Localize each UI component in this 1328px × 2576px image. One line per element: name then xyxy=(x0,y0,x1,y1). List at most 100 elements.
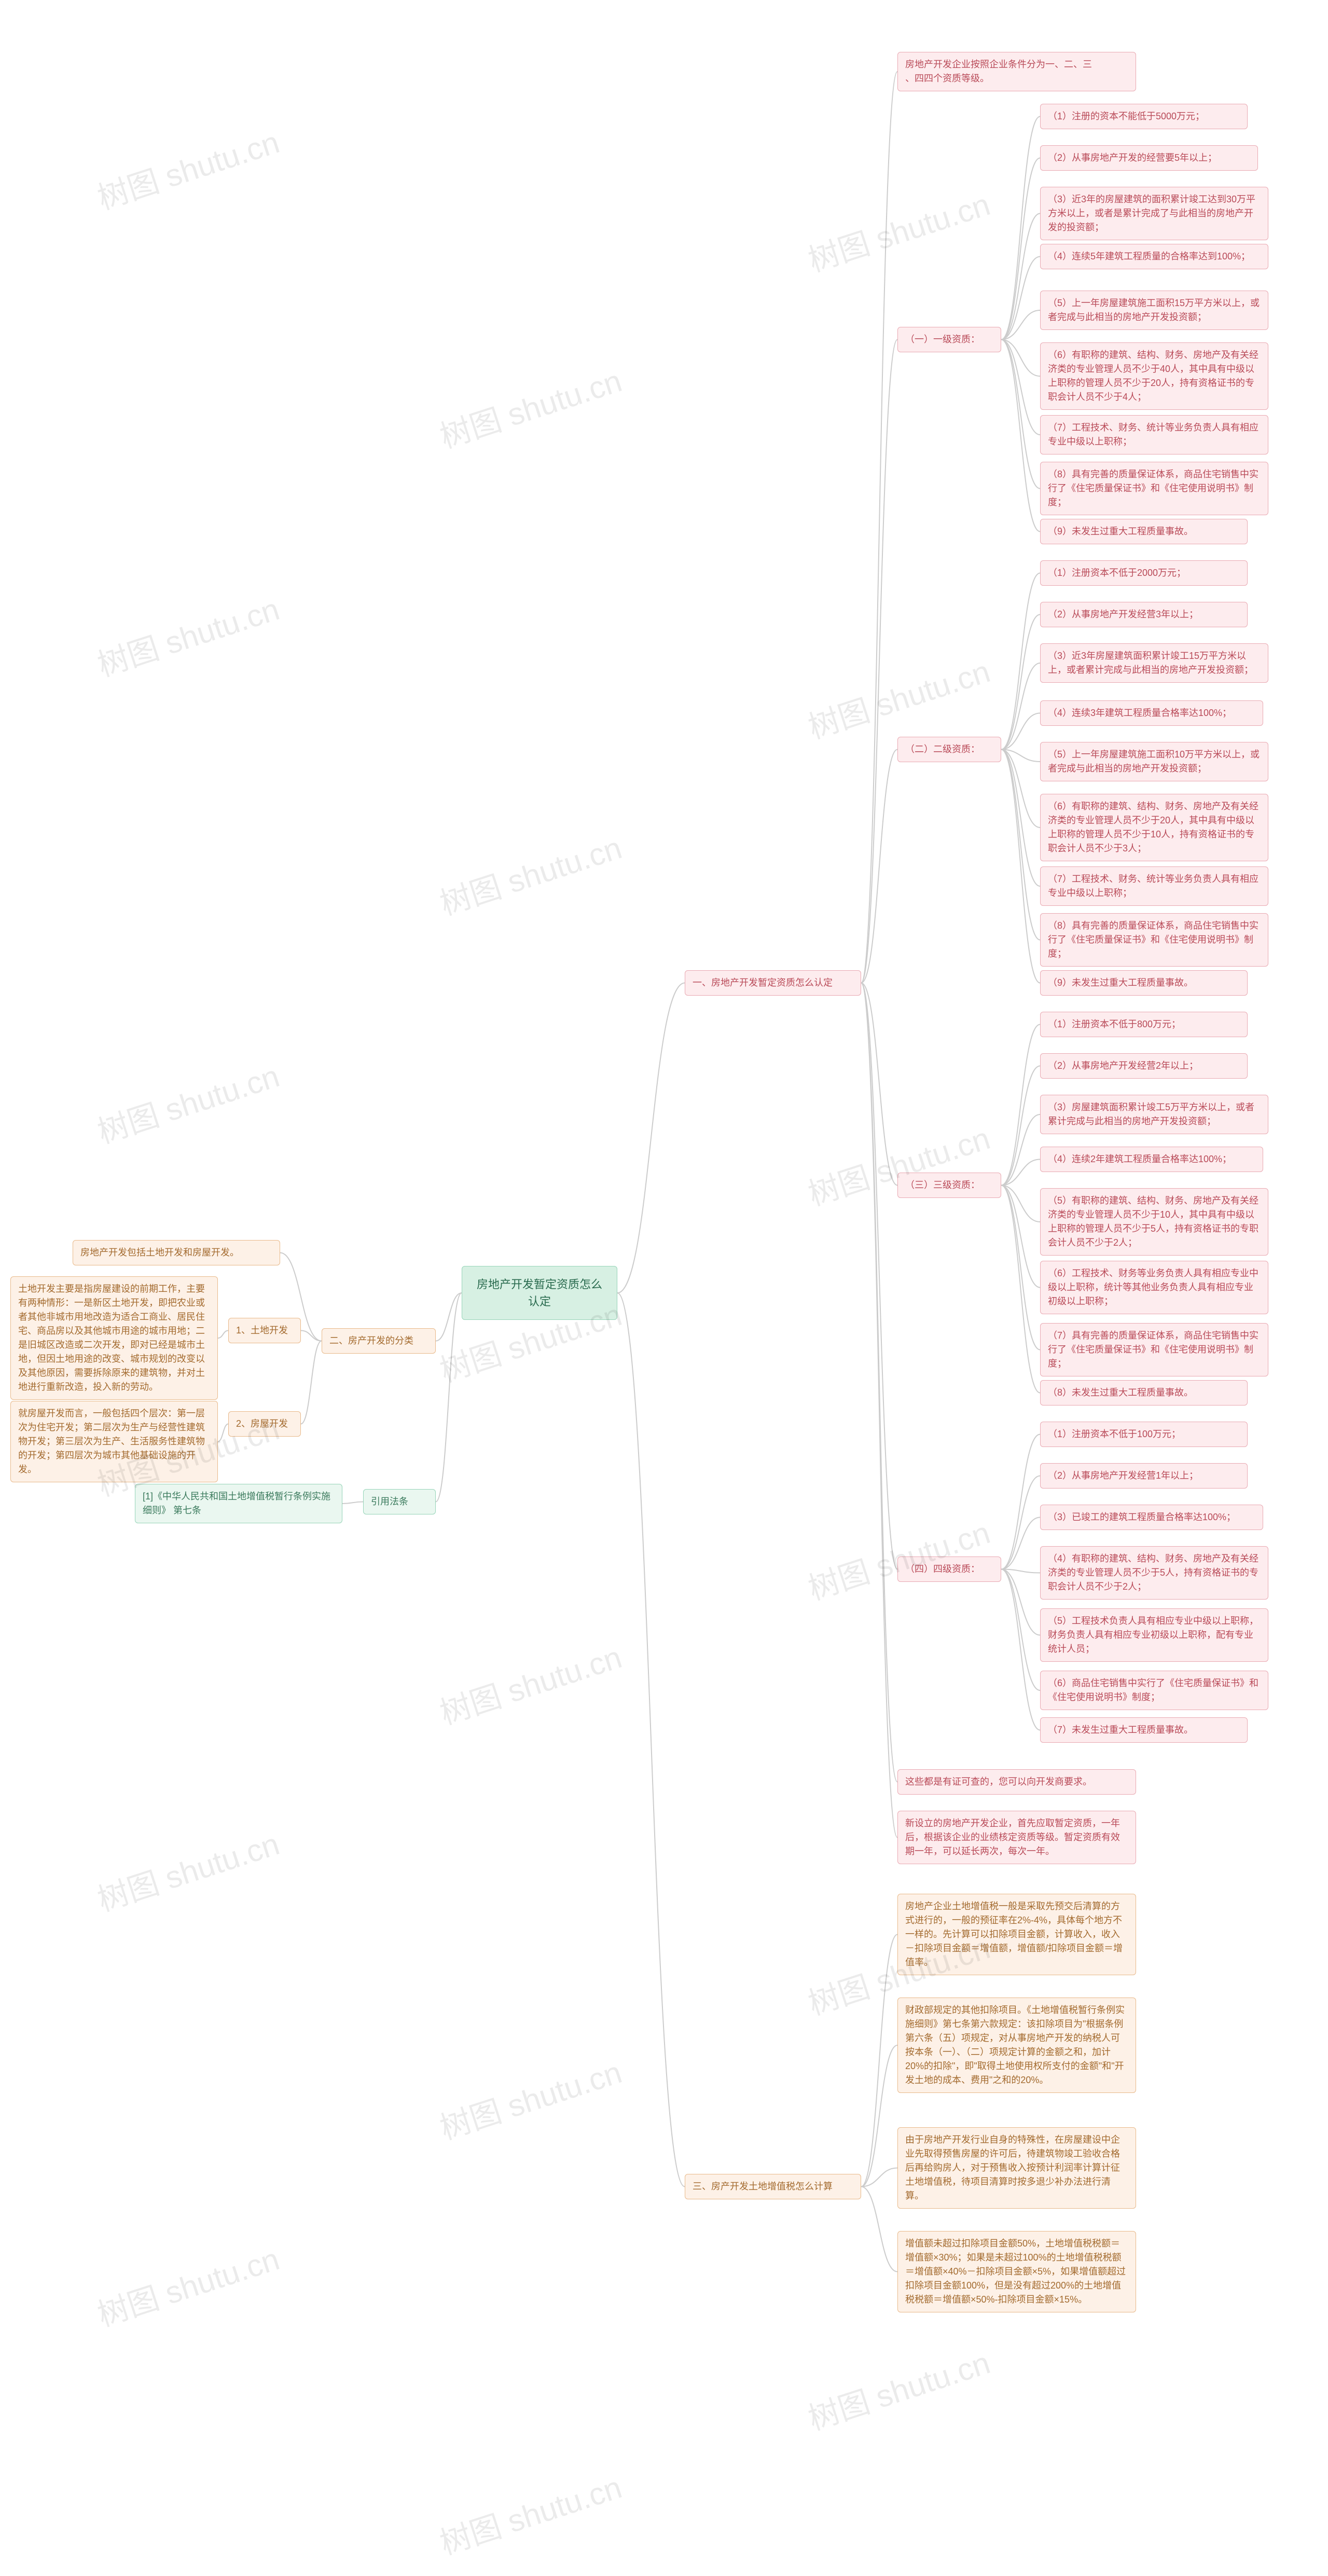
watermark: 树图 shutu.cn xyxy=(801,646,995,748)
mindmap-node: （6）有职称的建筑、结构、财务、房地产及有关经济类的专业管理人员不少于40人，其… xyxy=(1040,342,1268,410)
node-label: （3）房屋建筑面积累计竣工5万平方米以上，或者累计完成与此相当的房地产开发投资额… xyxy=(1048,1102,1254,1126)
mindmap-node: 房地产开发企业按照企业条件分为一、二、三 、四四个资质等级。 xyxy=(897,52,1136,91)
node-label: 房地产开发暂定资质怎么 认定 xyxy=(477,1278,602,1308)
node-label: [1]《中华人民共和国土地增值税暂行条例实施细则》 第七条 xyxy=(143,1491,330,1516)
mindmap-node: （1）注册资本不低于800万元； xyxy=(1040,1012,1248,1037)
node-label: （7）工程技术、财务、统计等业务负责人具有相应专业中级以上职称； xyxy=(1048,422,1258,447)
node-label: 就房屋开发而言，一般包括四个层次：第一层次为住宅开发；第二层次为生产与经营性建筑… xyxy=(18,1408,205,1475)
node-label: （6）商品住宅销售中实行了《住宅质量保证书》和《住宅使用说明书》制度； xyxy=(1048,1678,1258,1702)
mindmap-node: （1）注册资本不低于2000万元； xyxy=(1040,560,1248,586)
watermark: 树图 shutu.cn xyxy=(801,2338,995,2439)
node-label: （4）连续2年建筑工程质量合格率达100%； xyxy=(1048,1154,1232,1164)
mindmap-node: 土地开发主要是指房屋建设的前期工作，主要有两种情形：一是新区土地开发，即把农业或… xyxy=(10,1276,218,1400)
watermark: 树图 shutu.cn xyxy=(433,823,627,924)
mindmap-node: （一）一级资质： xyxy=(897,327,1001,352)
mindmap-node: （8）具有完善的质量保证体系，商品住宅销售中实行了《住宅质量保证书》和《住宅使用… xyxy=(1040,913,1268,967)
node-label: （9）未发生过重大工程质量事故。 xyxy=(1048,977,1193,988)
mindmap-node: 这些都是有证可查的，您可以向开发商要求。 xyxy=(897,1769,1136,1795)
node-label: 增值额未超过扣除项目金额50%，土地增值税税额＝增值额×30%；如果是未超过10… xyxy=(905,2238,1126,2305)
node-label: （2）从事房地产开发的经营要5年以上； xyxy=(1048,153,1217,163)
node-label: （6）有职称的建筑、结构、财务、房地产及有关经济类的专业管理人员不少于20人，其… xyxy=(1048,801,1258,853)
node-label: （3）近3年房屋建筑面积累计竣工15万平方米以上，或者累计完成与此相当的房地产开… xyxy=(1048,651,1253,675)
node-label: （2）从事房地产开发经营2年以上； xyxy=(1048,1060,1198,1071)
mindmap-node: 财政部规定的其他扣除项目。《土地增值税暂行条例实施细则》第七条第六款规定：该扣除… xyxy=(897,1998,1136,2093)
node-label: （2）从事房地产开发经营1年以上； xyxy=(1048,1470,1198,1481)
mindmap-node: （3）已竣工的建筑工程质量合格率达100%； xyxy=(1040,1505,1263,1530)
mindmap-node: （3）近3年的房屋建筑的面积累计竣工达到30万平方米以上，或者是累计完成了与此相… xyxy=(1040,187,1268,240)
watermark: 树图 shutu.cn xyxy=(91,1051,284,1152)
node-label: 土地开发主要是指房屋建设的前期工作，主要有两种情形：一是新区土地开发，即把农业或… xyxy=(18,1284,205,1392)
node-label: （3）近3年的房屋建筑的面积累计竣工达到30万平方米以上，或者是累计完成了与此相… xyxy=(1048,194,1255,232)
mindmap-node: （9）未发生过重大工程质量事故。 xyxy=(1040,970,1248,996)
mindmap-node: （5）工程技术负责人具有相应专业中级以上职称，财务负责人具有相应专业初级以上职称… xyxy=(1040,1608,1268,1662)
mindmap-node: （7）具有完善的质量保证体系，商品住宅销售中实行了《住宅质量保证书》和《住宅使用… xyxy=(1040,1323,1268,1376)
watermark: 树图 shutu.cn xyxy=(433,356,627,457)
mindmap-node: （7）工程技术、财务、统计等业务负责人具有相应专业中级以上职称； xyxy=(1040,866,1268,906)
node-label: 一、房地产开发暂定资质怎么认定 xyxy=(693,977,833,988)
node-label: （7）未发生过重大工程质量事故。 xyxy=(1048,1725,1193,1735)
node-label: 房地产开发企业按照企业条件分为一、二、三 、四四个资质等级。 xyxy=(905,59,1092,84)
node-label: （一）一级资质： xyxy=(905,334,980,345)
mindmap-node: （1）注册资本不低于100万元； xyxy=(1040,1422,1248,1447)
mindmap-node: （7）未发生过重大工程质量事故。 xyxy=(1040,1717,1248,1743)
node-label: （2）从事房地产开发经营3年以上； xyxy=(1048,609,1198,619)
node-label: （四）四级资质： xyxy=(905,1564,980,1574)
node-label: （1）注册资本不低于100万元； xyxy=(1048,1429,1181,1439)
mindmap-node: （4）连续2年建筑工程质量合格率达100%； xyxy=(1040,1147,1263,1172)
node-label: （1）注册的资本不能低于5000万元； xyxy=(1048,111,1205,121)
mindmap-node: 三、房产开发土地增值税怎么计算 xyxy=(685,2174,861,2199)
node-label: （6）工程技术、财务等业务负责人具有相应专业中级以上职称，统计等其他业务负责人具… xyxy=(1048,1268,1258,1306)
node-label: （3）已竣工的建筑工程质量合格率达100%； xyxy=(1048,1512,1236,1522)
node-label: （7）具有完善的质量保证体系，商品住宅销售中实行了《住宅质量保证书》和《住宅使用… xyxy=(1048,1330,1258,1369)
mindmap-node: （8）未发生过重大工程质量事故。 xyxy=(1040,1380,1248,1406)
node-label: 2、房屋开发 xyxy=(236,1418,288,1429)
mindmap-node: 一、房地产开发暂定资质怎么认定 xyxy=(685,970,861,996)
mindmap-node: 新设立的房地产开发企业，首先应取暂定资质，一年后，根据该企业的业绩核定资质等级。… xyxy=(897,1811,1136,1864)
node-label: 新设立的房地产开发企业，首先应取暂定资质，一年后，根据该企业的业绩核定资质等级。… xyxy=(905,1818,1120,1856)
node-label: 由于房地产开发行业自身的特殊性，在房屋建设中企业先取得预售房屋的许可后，待建筑物… xyxy=(905,2134,1120,2201)
mindmap-node: （1）注册的资本不能低于5000万元； xyxy=(1040,104,1248,129)
node-label: 这些都是有证可查的，您可以向开发商要求。 xyxy=(905,1776,1092,1787)
node-label: 1、土地开发 xyxy=(236,1325,288,1335)
mindmap-node: （二）二级资质： xyxy=(897,737,1001,762)
node-label: （8）未发生过重大工程质量事故。 xyxy=(1048,1387,1193,1398)
mindmap-node: （2）从事房地产开发经营3年以上； xyxy=(1040,602,1248,627)
node-label: （4）连续5年建筑工程质量的合格率达到100%； xyxy=(1048,251,1250,261)
node-label: （1）注册资本不低于2000万元； xyxy=(1048,568,1186,578)
node-label: 三、房产开发土地增值税怎么计算 xyxy=(693,2181,833,2192)
mindmap-node: （3）房屋建筑面积累计竣工5万平方米以上，或者累计完成与此相当的房地产开发投资额… xyxy=(1040,1095,1268,1134)
mindmap-node: 二、房产开发的分类 xyxy=(322,1328,436,1354)
mindmap-node: （6）商品住宅销售中实行了《住宅质量保证书》和《住宅使用说明书》制度； xyxy=(1040,1671,1268,1710)
mindmap-node: （4）连续3年建筑工程质量合格率达100%； xyxy=(1040,700,1263,726)
mindmap-node: （三）三级资质： xyxy=(897,1173,1001,1198)
mindmap-node: 由于房地产开发行业自身的特殊性，在房屋建设中企业先取得预售房屋的许可后，待建筑物… xyxy=(897,2127,1136,2209)
mindmap-node: （5）有职称的建筑、结构、财务、房地产及有关经济类的专业管理人员不少于10人，其… xyxy=(1040,1188,1268,1256)
mindmap-node: （2）从事房地产开发经营1年以上； xyxy=(1040,1463,1248,1489)
node-label: （三）三级资质： xyxy=(905,1180,980,1190)
mindmap-node: 引用法条 xyxy=(363,1489,436,1514)
mindmap-node: （5）上一年房屋建筑施工面积10万平方米以上，或者完成与此相当的房地产开发投资额… xyxy=(1040,742,1268,781)
node-label: （5）上一年房屋建筑施工面积10万平方米以上，或者完成与此相当的房地产开发投资额… xyxy=(1048,749,1260,774)
watermark: 树图 shutu.cn xyxy=(91,2234,284,2335)
mindmap-node: 房地产开发包括土地开发和房屋开发。 xyxy=(73,1240,280,1265)
node-label: （1）注册资本不低于800万元； xyxy=(1048,1019,1181,1029)
node-label: （5）工程技术负责人具有相应专业中级以上职称，财务负责人具有相应专业初级以上职称… xyxy=(1048,1616,1258,1654)
mindmap-node: （5）上一年房屋建筑施工面积15万平方米以上，或者完成与此相当的房地产开发投资额… xyxy=(1040,291,1268,330)
mindmap-node: （4）连续5年建筑工程质量的合格率达到100%； xyxy=(1040,244,1268,269)
node-label: （4）连续3年建筑工程质量合格率达100%； xyxy=(1048,708,1232,718)
node-label: （5）上一年房屋建筑施工面积15万平方米以上，或者完成与此相当的房地产开发投资额… xyxy=(1048,298,1260,322)
node-label: （5）有职称的建筑、结构、财务、房地产及有关经济类的专业管理人员不少于10人，其… xyxy=(1048,1195,1258,1248)
node-label: （8）具有完善的质量保证体系，商品住宅销售中实行了《住宅质量保证书》和《住宅使用… xyxy=(1048,920,1258,959)
mindmap-node: （6）工程技术、财务等业务负责人具有相应专业中级以上职称，统计等其他业务负责人具… xyxy=(1040,1261,1268,1314)
watermark: 树图 shutu.cn xyxy=(801,1113,995,1215)
node-label: （二）二级资质： xyxy=(905,744,980,754)
node-label: 房地产开发包括土地开发和房屋开发。 xyxy=(80,1247,239,1258)
mindmap-node: （3）近3年房屋建筑面积累计竣工15万平方米以上，或者累计完成与此相当的房地产开… xyxy=(1040,643,1268,683)
node-label: 二、房产开发的分类 xyxy=(329,1335,413,1346)
node-label: （4）有职称的建筑、结构、财务、房地产及有关经济类的专业管理人员不少于5人，持有… xyxy=(1048,1553,1258,1592)
node-label: （7）工程技术、财务、统计等业务负责人具有相应专业中级以上职称； xyxy=(1048,874,1258,898)
mindmap-node: （6）有职称的建筑、结构、财务、房地产及有关经济类的专业管理人员不少于20人，其… xyxy=(1040,794,1268,861)
mindmap-node: 就房屋开发而言，一般包括四个层次：第一层次为住宅开发；第二层次为生产与经营性建筑… xyxy=(10,1401,218,1482)
node-label: （6）有职称的建筑、结构、财务、房地产及有关经济类的专业管理人员不少于40人，其… xyxy=(1048,350,1258,402)
watermark: 树图 shutu.cn xyxy=(91,1819,284,1920)
